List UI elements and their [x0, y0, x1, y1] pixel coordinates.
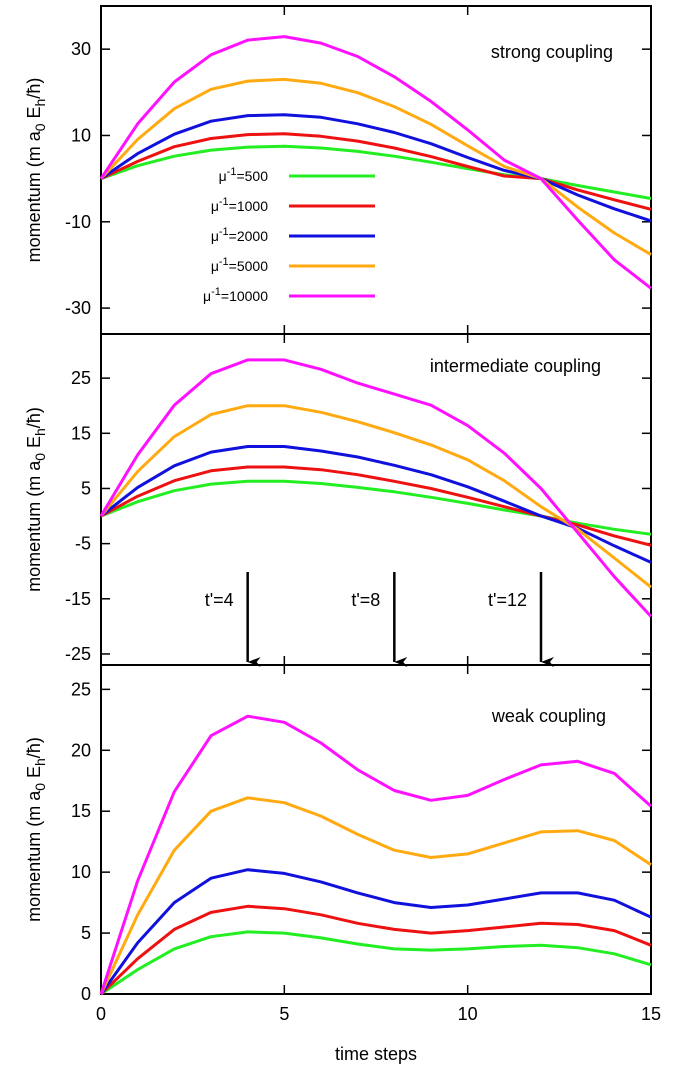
y-axis-label-text: momentum (m a — [24, 790, 44, 922]
panel-title: intermediate coupling — [430, 356, 601, 376]
plot-frame — [100, 664, 652, 995]
arrow-label: t'=12 — [488, 590, 527, 610]
series-line-4 — [99, 796, 652, 995]
legend-mu: μ — [219, 168, 227, 184]
legend-label-4: μ-1=5000 — [211, 256, 268, 274]
panel-title: weak coupling — [491, 706, 606, 726]
series-line-1 — [100, 930, 652, 996]
y-tick-label: 30 — [71, 39, 91, 59]
y-axis-label-sub-0: 0 — [32, 453, 48, 461]
series-line-4 — [99, 77, 652, 256]
series-line-5 — [99, 714, 653, 995]
legend-label-2: μ-1=1000 — [211, 196, 268, 214]
y-tick-label: -30 — [65, 298, 91, 318]
y-tick-label: -10 — [65, 212, 91, 232]
y-axis-label: momentum (m a0 Eh/ħ) — [24, 407, 48, 592]
y-tick-label: -15 — [65, 589, 91, 609]
arrow-label: t'=8 — [351, 590, 380, 610]
series-line-3 — [100, 445, 652, 564]
legend-label-1: μ-1=500 — [219, 166, 269, 184]
legend-value: =10000 — [221, 288, 268, 304]
legend-mu: μ — [211, 258, 219, 274]
y-tick-label: 10 — [71, 125, 91, 145]
y-axis-label-sub-h: h — [32, 758, 48, 766]
legend-sup: -1 — [219, 256, 229, 268]
plot-frame — [100, 333, 652, 666]
legend-value: =2000 — [229, 228, 269, 244]
series-line-3 — [100, 113, 652, 223]
panel-title: strong coupling — [491, 42, 613, 62]
legend-value: =1000 — [229, 198, 269, 214]
series-line-5 — [99, 358, 653, 618]
legend-sup: -1 — [227, 166, 237, 178]
legend-sup: -1 — [211, 286, 221, 298]
legend-value: =500 — [236, 168, 268, 184]
y-axis-label-text: momentum (m a — [24, 460, 44, 592]
series-line-1 — [100, 144, 652, 200]
y-axis-label-text2: E — [24, 766, 44, 783]
series-line-3 — [99, 868, 652, 995]
y-tick-label: 5 — [81, 923, 91, 943]
y-tick-label: 15 — [71, 801, 91, 821]
y-axis-label-text: momentum (m a — [24, 130, 44, 262]
y-axis-label-sub-0: 0 — [32, 783, 48, 791]
y-axis-label-text3: /ħ) — [24, 78, 44, 99]
legend-mu: μ — [203, 288, 211, 304]
legend-sup: -1 — [219, 226, 229, 238]
y-axis-label-text3: /ħ) — [24, 407, 44, 428]
series-line-2 — [99, 904, 652, 996]
arrow-label: t'=4 — [205, 590, 234, 610]
legend-label-5: μ-1=10000 — [203, 286, 268, 304]
legend-sup: -1 — [219, 196, 229, 208]
y-axis-label-text2: E — [24, 106, 44, 123]
y-axis-label-sub-0: 0 — [32, 123, 48, 131]
x-tick-label: 5 — [279, 1004, 289, 1024]
y-tick-label: -25 — [65, 644, 91, 664]
y-axis-label: momentum (m a0 Eh/ħ) — [24, 737, 48, 922]
x-axis-label: time steps — [335, 1044, 417, 1064]
series-line-5 — [99, 35, 652, 290]
y-axis-label-sub-h: h — [32, 428, 48, 436]
y-axis-label: momentum (m a0 Eh/ħ) — [24, 78, 48, 263]
legend-value: =5000 — [229, 258, 269, 274]
legend-label-3: μ-1=2000 — [211, 226, 268, 244]
legend-mu: μ — [211, 228, 219, 244]
y-tick-label: 10 — [71, 862, 91, 882]
series-line-4 — [99, 404, 652, 589]
y-axis-label-sub-h: h — [32, 99, 48, 107]
y-axis-label-text2: E — [24, 436, 44, 453]
x-tick-label: 10 — [458, 1004, 478, 1024]
y-tick-label: 15 — [71, 423, 91, 443]
y-tick-label: -5 — [75, 534, 91, 554]
y-tick-label: 25 — [71, 679, 91, 699]
y-tick-label: 20 — [71, 740, 91, 760]
y-axis-label-text3: /ħ) — [24, 737, 44, 758]
series-line-2 — [100, 132, 652, 211]
y-tick-label: 0 — [81, 984, 91, 1004]
panel-2: -25 -15 -5 5 15 25 momentum (m a0 Eh/ħ) interme… — [24, 333, 653, 667]
series-line-2 — [100, 465, 652, 547]
y-tick-label: 5 — [81, 478, 91, 498]
x-tick-label: 0 — [96, 1004, 106, 1024]
legend-mu: μ — [211, 198, 219, 214]
x-tick-label: 15 — [641, 1004, 661, 1024]
y-tick-label: 25 — [71, 368, 91, 388]
